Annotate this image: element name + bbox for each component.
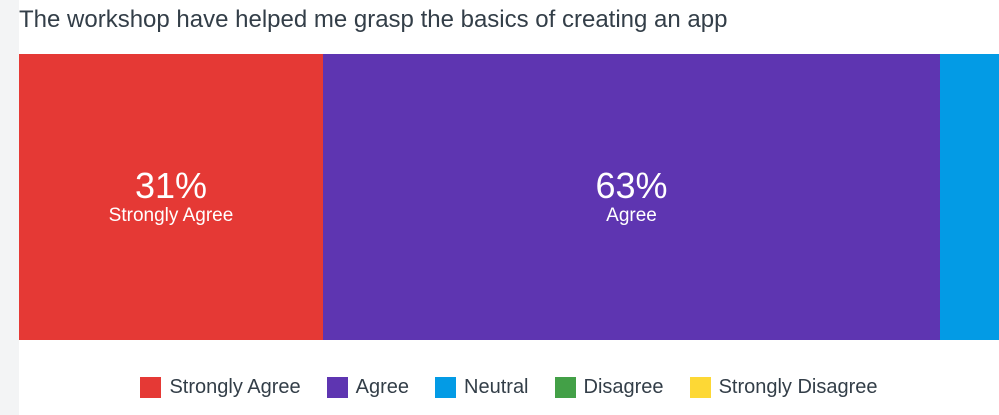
bar-segment-strongly-agree[interactable]: 31% Strongly Agree	[19, 54, 323, 340]
chart-title: The workshop have helped me grasp the ba…	[19, 6, 728, 33]
legend-item-disagree[interactable]: Disagree	[554, 376, 664, 399]
legend-item-neutral[interactable]: Neutral	[435, 376, 529, 399]
legend-item-strongly-agree[interactable]: Strongly Agree	[140, 376, 301, 399]
segment-label: 63% Agree	[323, 166, 940, 226]
chart-card: The workshop have helped me grasp the ba…	[19, 0, 999, 415]
segment-percent: 63%	[595, 165, 668, 206]
legend-swatch	[554, 377, 576, 398]
segment-category: Agree	[606, 205, 657, 226]
legend-label: Agree	[355, 376, 410, 398]
legend-label: Disagree	[583, 376, 664, 398]
chart-legend: Strongly Agree Agree Neutral Disagree Strong…	[19, 376, 999, 399]
stacked-bar: 31% Strongly Agree 63% Agree	[19, 54, 999, 340]
legend-swatch	[326, 377, 348, 398]
legend-item-agree[interactable]: Agree	[326, 376, 410, 399]
legend-swatch	[689, 377, 711, 398]
segment-category: Strongly Agree	[108, 205, 234, 226]
legend-item-strongly-disagree[interactable]: Strongly Disagree	[689, 376, 878, 399]
bar-segment-agree[interactable]: 63% Agree	[323, 54, 940, 340]
legend-label: Strongly Disagree	[718, 376, 878, 398]
legend-label: Neutral	[464, 376, 529, 398]
segment-percent: 31%	[134, 165, 208, 206]
legend-swatch	[435, 377, 457, 398]
legend-swatch	[140, 377, 162, 398]
legend-label: Strongly Agree	[169, 376, 301, 398]
segment-label: 31% Strongly Agree	[19, 166, 323, 226]
bar-segment-neutral[interactable]	[940, 54, 999, 340]
